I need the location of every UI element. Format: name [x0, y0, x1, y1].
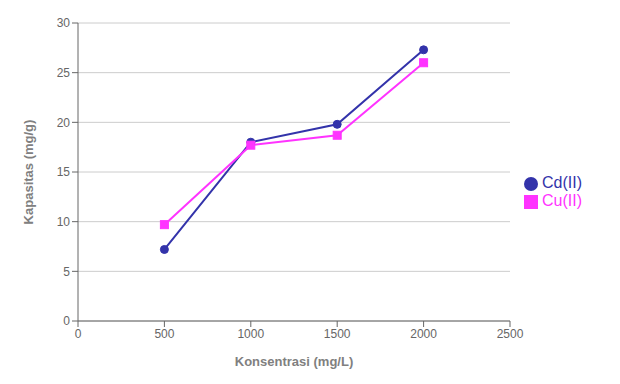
svg-text:1000: 1000 [237, 327, 264, 341]
svg-text:0: 0 [63, 314, 70, 328]
svg-text:Konsentrasi (mg/L): Konsentrasi (mg/L) [235, 354, 353, 369]
svg-text:Kapasitas (mg/g): Kapasitas (mg/g) [21, 120, 36, 225]
svg-text:0: 0 [75, 327, 82, 341]
svg-text:20: 20 [57, 116, 71, 130]
svg-text:15: 15 [57, 165, 71, 179]
svg-text:500: 500 [154, 327, 174, 341]
svg-text:1500: 1500 [324, 327, 351, 341]
svg-text:10: 10 [57, 215, 71, 229]
svg-text:25: 25 [57, 66, 71, 80]
svg-text:2500: 2500 [497, 327, 524, 341]
html-text:Cd(II): Cd(II) [542, 174, 582, 191]
svg-text:2000: 2000 [410, 327, 437, 341]
svg-text:5: 5 [63, 265, 70, 279]
html-text:Cu(II): Cu(II) [542, 192, 582, 209]
svg-text:30: 30 [57, 16, 71, 30]
